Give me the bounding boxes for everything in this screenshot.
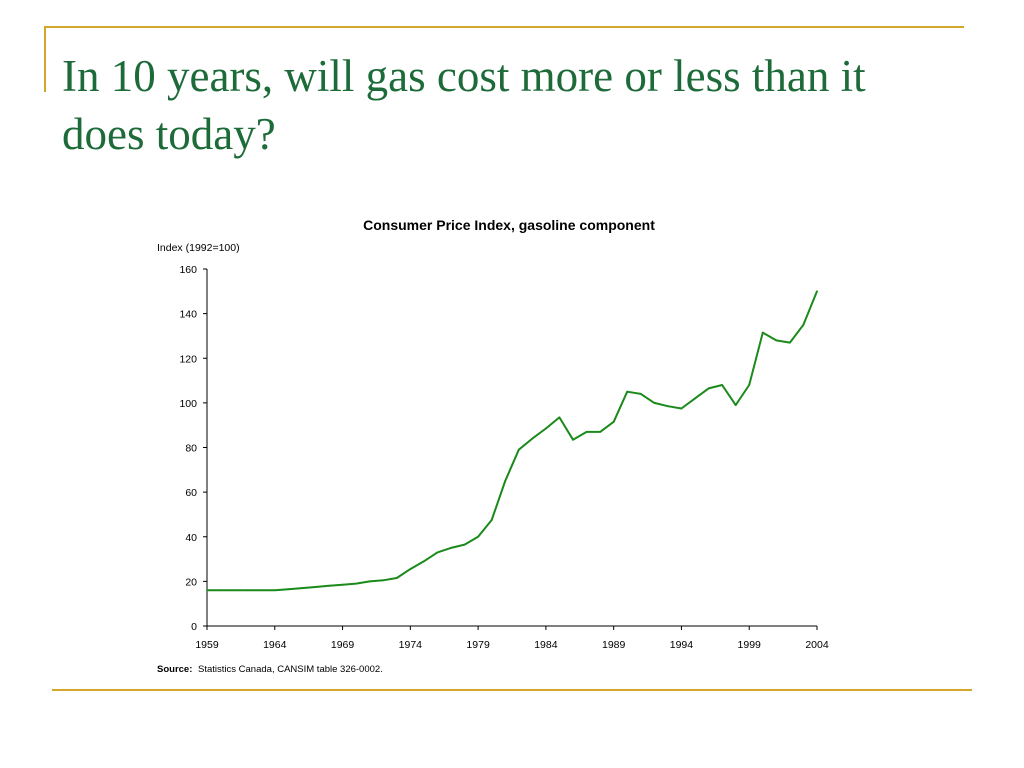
data-point	[545, 427, 547, 430]
x-tick-label: 1984	[534, 639, 558, 651]
x-tick-label: 1989	[602, 639, 626, 651]
data-point	[219, 589, 222, 592]
y-tick-label: 140	[179, 309, 197, 321]
x-tick-label: 1979	[466, 639, 490, 651]
data-point	[734, 404, 737, 406]
data-point	[789, 341, 791, 344]
data-point	[436, 551, 439, 554]
data-point	[626, 390, 629, 393]
data-point	[368, 580, 371, 583]
y-tick-label: 120	[179, 353, 197, 365]
data-point	[558, 416, 561, 419]
data-point	[355, 582, 357, 585]
data-point	[490, 519, 493, 521]
data-point	[680, 407, 683, 410]
y-tick-label: 20	[185, 576, 197, 588]
data-point	[639, 393, 642, 395]
y-tick-label: 160	[179, 264, 197, 276]
chart-plot-area	[206, 290, 818, 592]
y-tick-label: 0	[191, 621, 197, 633]
data-point	[748, 384, 751, 386]
data-point	[775, 339, 778, 342]
y-tick-label: 100	[179, 398, 197, 410]
y-axis-label: Index (1992=100)	[157, 242, 240, 254]
data-point	[273, 589, 276, 592]
data-point	[423, 560, 425, 563]
slide-title: In 10 years, will gas cost more or less …	[62, 51, 866, 159]
x-tick-label: 1999	[738, 639, 762, 651]
data-point	[504, 480, 507, 482]
x-tick-label: 1964	[263, 639, 287, 651]
x-tick-label: 1974	[399, 639, 423, 651]
accent-top-line	[44, 26, 964, 28]
data-point	[816, 290, 818, 293]
y-tick-label: 60	[185, 487, 197, 499]
data-point	[585, 431, 588, 433]
data-point	[667, 405, 669, 408]
y-tick-label: 80	[185, 443, 197, 455]
chart-title: Consumer Price Index, gasoline component	[363, 217, 655, 233]
data-point	[409, 568, 412, 570]
data-point	[450, 547, 452, 549]
data-point	[694, 397, 696, 400]
data-point	[314, 586, 317, 588]
source-label: Source:	[157, 664, 192, 675]
data-point	[206, 589, 208, 592]
x-tick-label: 1994	[670, 639, 694, 651]
data-point	[761, 331, 764, 334]
data-point	[382, 579, 385, 582]
data-point	[463, 543, 466, 546]
data-point	[531, 437, 534, 440]
accent-bottom-line	[52, 689, 972, 691]
y-tick-label: 40	[185, 532, 197, 544]
data-point	[301, 587, 303, 589]
data-point	[802, 323, 805, 326]
data-point	[721, 384, 723, 386]
chart-axes: 0 20 40 60 80 100 120 140 160 1959 1964 1969 1974 197…	[179, 264, 828, 651]
data-point	[707, 387, 710, 390]
data-point	[599, 431, 601, 433]
source-text: Statistics Canada, CANSIM table 326-0002…	[198, 664, 383, 675]
data-point	[233, 589, 236, 592]
x-tick-label: 2004	[805, 639, 829, 651]
x-tick-label: 1969	[331, 639, 355, 651]
data-point	[572, 438, 574, 441]
data-point	[395, 577, 398, 579]
x-tick-label: 1959	[195, 639, 219, 651]
data-point	[260, 589, 263, 592]
data-point	[287, 588, 290, 591]
accent-vertical-line	[44, 26, 46, 92]
data-point	[477, 535, 479, 538]
data-point	[517, 448, 520, 451]
data-point	[653, 402, 656, 404]
data-point	[328, 584, 330, 587]
chart-source: Source: Statistics Canada, CANSIM table …	[157, 664, 383, 675]
data-point	[612, 420, 615, 423]
series-line	[207, 290, 818, 592]
data-point	[341, 583, 344, 586]
data-point	[246, 589, 249, 592]
